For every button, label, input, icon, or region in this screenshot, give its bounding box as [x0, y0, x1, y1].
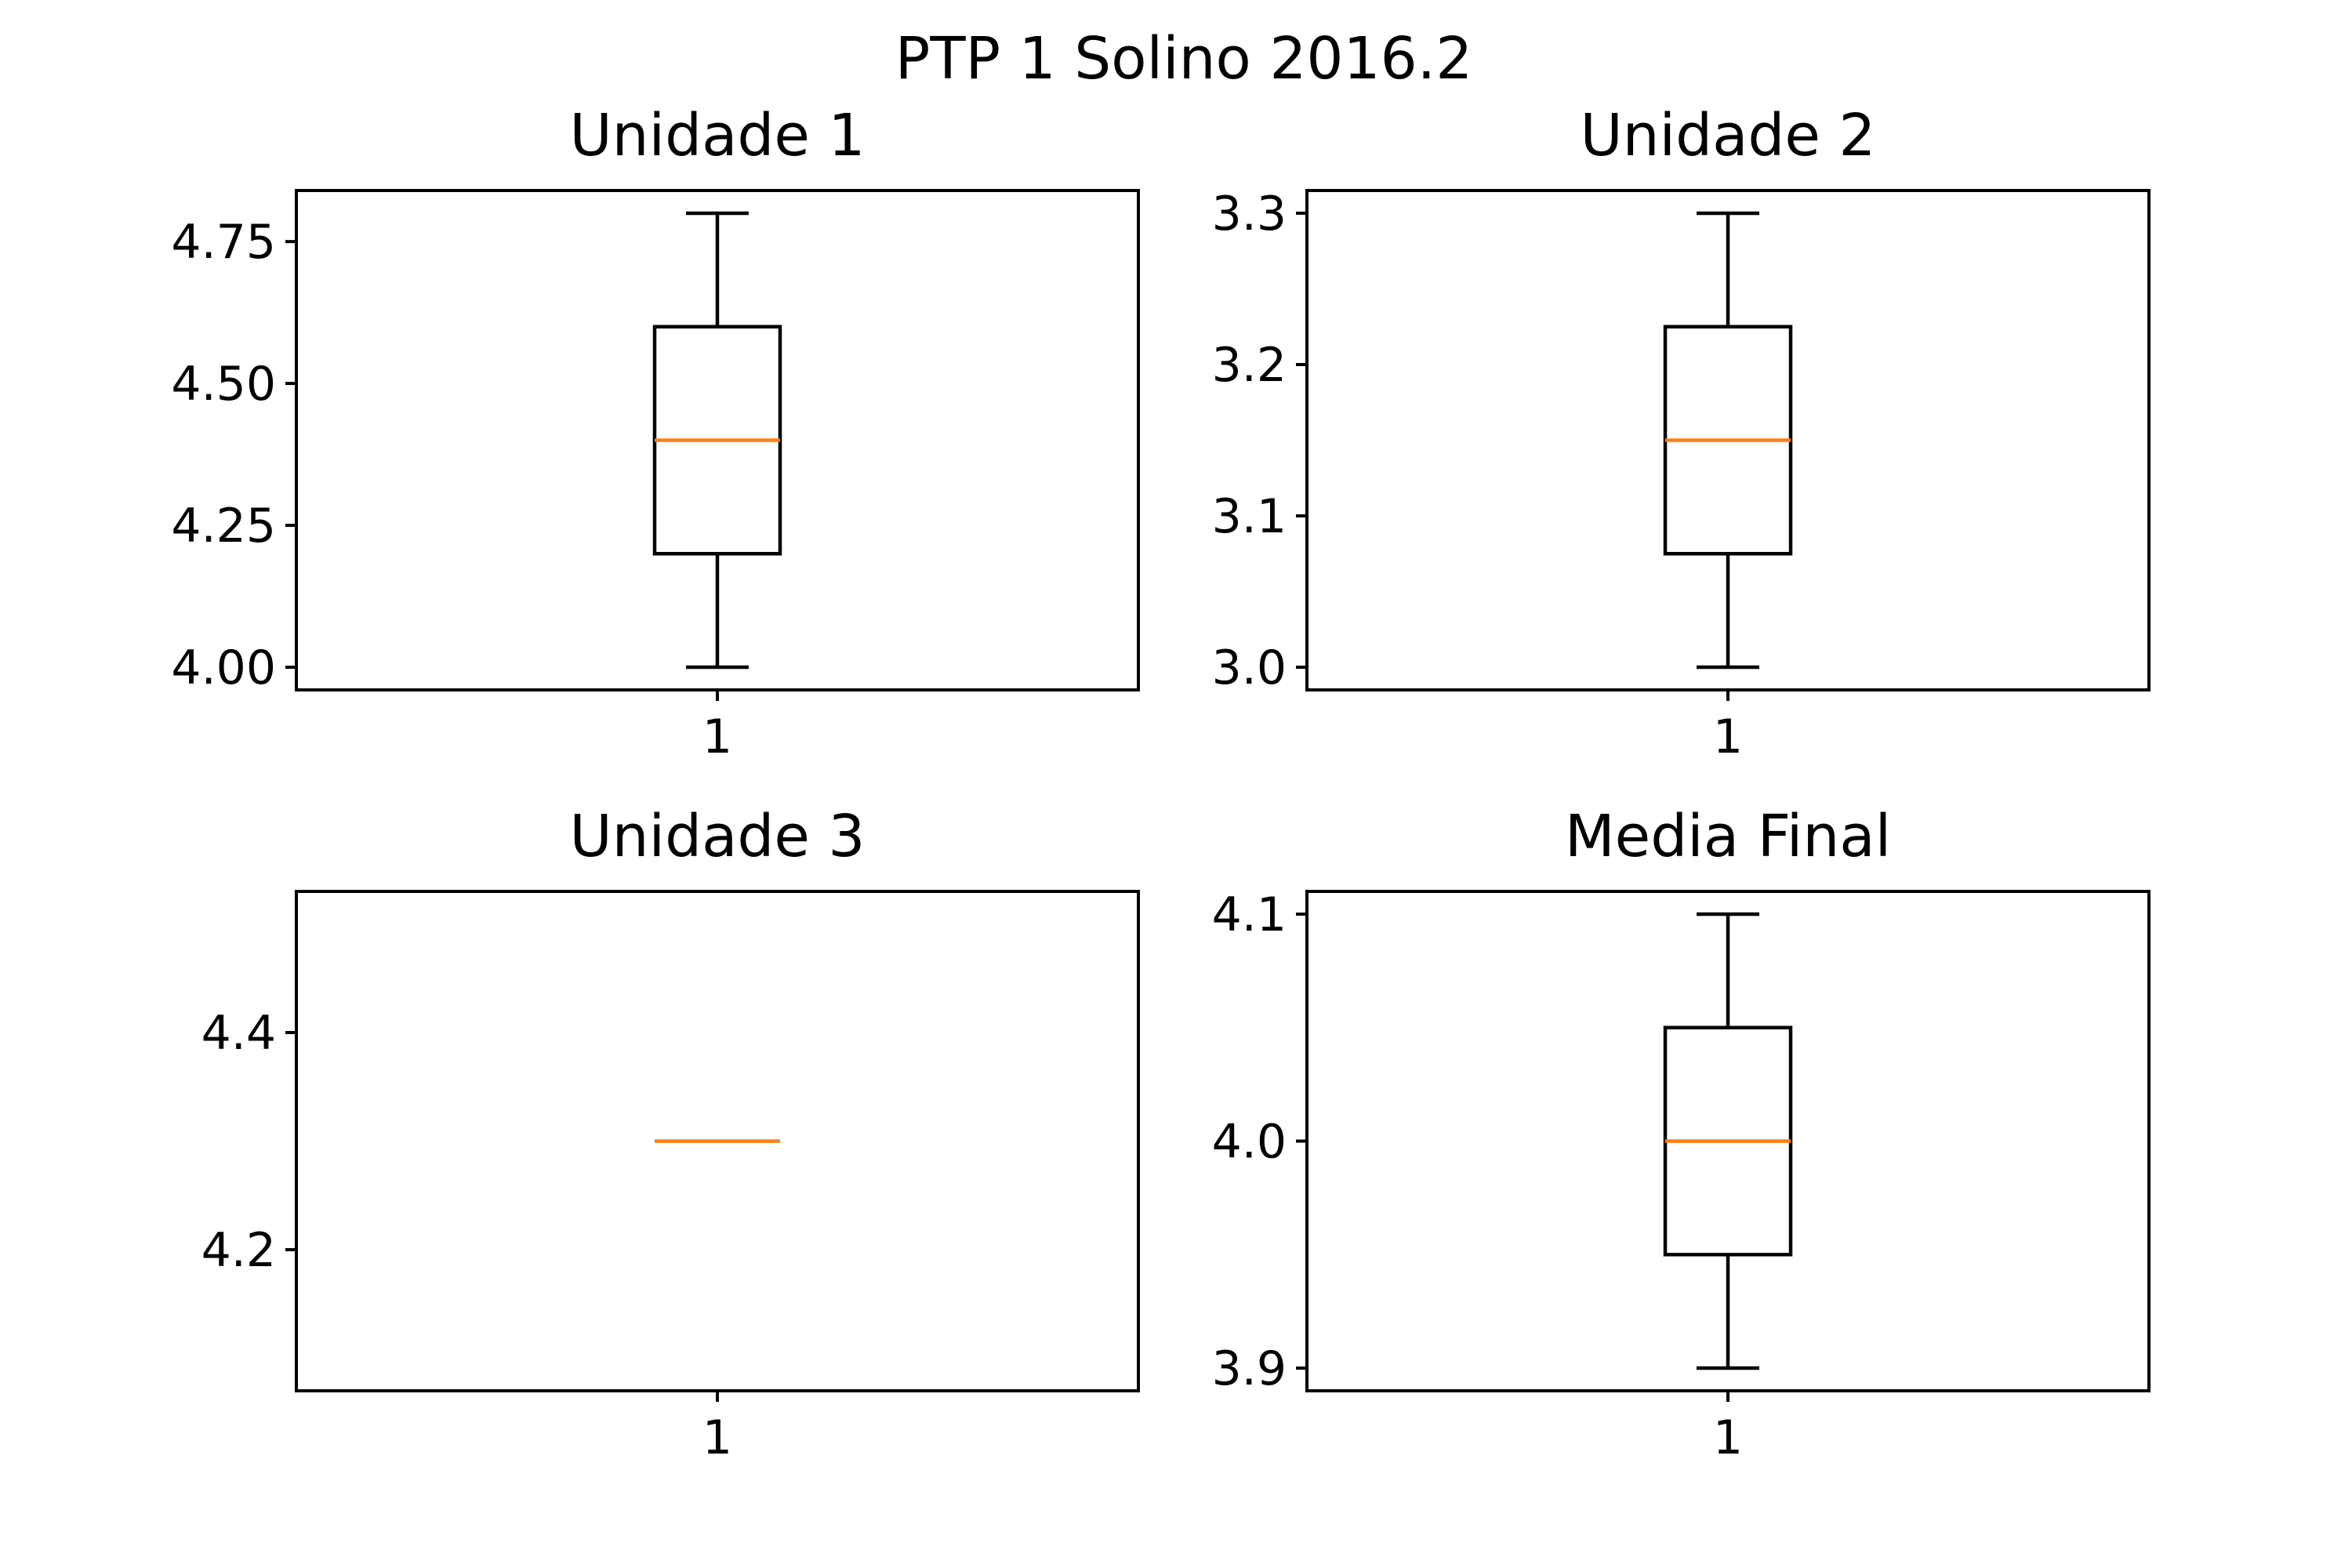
subplot-2-title: Unidade 2	[1580, 102, 1875, 169]
subplot-1-axes-frame	[295, 189, 1140, 691]
subplot-3-title: Unidade 3	[569, 803, 865, 870]
subplot-4-ytick-label: 4.0	[1212, 1115, 1287, 1170]
subplot-3-ytick-label: 4.2	[201, 1223, 276, 1278]
subplot-2-ytick-label: 3.1	[1212, 489, 1287, 544]
subplot-2-ytick-label: 3.3	[1212, 187, 1287, 241]
subplot-2-ytick-label: 3.0	[1212, 641, 1287, 695]
subplot-grid: Unidade 1 4.00 4.25 4.50 4.75 1 Unidade 2 3.0 3.…	[171, 102, 2151, 1465]
subplot-4: Media Final 3.9 4.0 4.1 1	[1212, 803, 2151, 1465]
subplot-2-ytick-label: 3.2	[1212, 338, 1287, 393]
subplot-1-ytick-label: 4.25	[171, 499, 276, 554]
subplot-1-xtick-label: 1	[702, 710, 732, 764]
subplot-3-xtick-label: 1	[702, 1410, 732, 1465]
subplot-4-ytick-label: 3.9	[1212, 1341, 1287, 1396]
subplot-3-axes-frame	[295, 890, 1140, 1392]
subplot-1-ytick-label: 4.50	[171, 357, 276, 412]
subplot-2-xtick-label: 1	[1713, 710, 1743, 764]
subplot-1: Unidade 1 4.00 4.25 4.50 4.75 1	[171, 102, 1140, 764]
subplot-1-ytick-label: 4.75	[171, 215, 276, 270]
subplot-3-ytick-label: 4.4	[201, 1006, 276, 1061]
figure-title: PTP 1 Solino 2016.2	[895, 25, 1473, 93]
subplot-3: Unidade 3 4.2 4.4 1	[201, 803, 1140, 1465]
subplot-1-title: Unidade 1	[569, 102, 865, 169]
subplot-4-ytick-label: 4.1	[1212, 887, 1287, 942]
subplot-1-ytick-label: 4.00	[171, 641, 276, 695]
subplot-2-axes-frame	[1305, 189, 2151, 691]
subplot-4-xtick-label: 1	[1713, 1410, 1743, 1465]
subplot-4-axes-frame	[1305, 890, 2151, 1392]
subplot-2: Unidade 2 3.0 3.1 3.2 3.3 1	[1212, 102, 2151, 764]
subplot-4-title: Media Final	[1565, 803, 1891, 870]
